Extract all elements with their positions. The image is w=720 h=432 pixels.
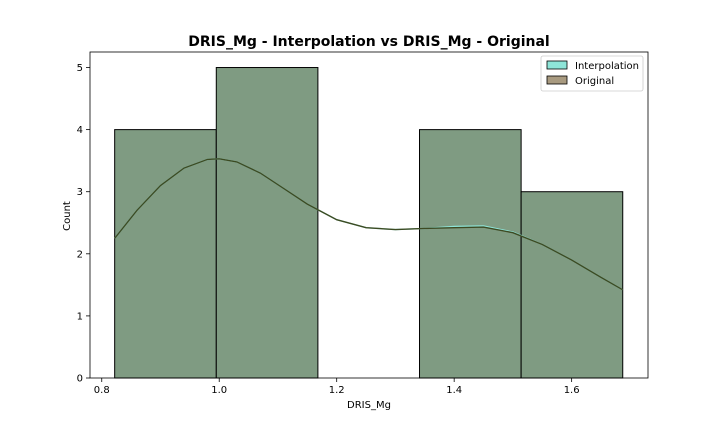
y-tick-label: 0 <box>77 374 83 385</box>
kde-line-original <box>114 158 624 291</box>
bars-layer <box>114 67 624 379</box>
legend-label-interpolation: Interpolation <box>575 61 639 72</box>
histogram-bar <box>114 129 217 379</box>
legend-label-original: Original <box>575 76 614 87</box>
y-axis-ticks: 0 1 2 3 4 5 <box>77 63 90 385</box>
x-tick-label: 1.6 <box>564 385 580 396</box>
legend: Interpolation Original <box>540 55 644 92</box>
legend-swatch-interpolation <box>546 60 568 70</box>
y-tick-label: 1 <box>77 311 83 322</box>
y-tick-label: 2 <box>77 249 83 260</box>
histogram-bar <box>419 129 522 379</box>
x-tick-label: 1.2 <box>329 385 345 396</box>
kde-layer <box>114 158 624 291</box>
y-tick-label: 4 <box>77 125 83 136</box>
legend-swatch-original <box>546 75 568 85</box>
x-tick-label: 1.4 <box>446 385 462 396</box>
y-tick-label: 3 <box>77 187 83 198</box>
x-tick-label: 1.0 <box>211 385 227 396</box>
x-tick-label: 0.8 <box>94 385 110 396</box>
y-tick-label: 5 <box>77 63 83 74</box>
x-axis-ticks: 0.8 1.0 1.2 1.4 1.6 <box>94 378 580 396</box>
histogram-bar <box>520 191 624 379</box>
x-axis-label: DRIS_Mg <box>347 400 391 411</box>
y-axis-label: Count <box>62 201 73 231</box>
histogram-bar <box>215 67 319 379</box>
chart-title: DRIS_Mg - Interpolation vs DRIS_Mg - Ori… <box>188 34 549 50</box>
plot-area-frame <box>89 51 649 379</box>
